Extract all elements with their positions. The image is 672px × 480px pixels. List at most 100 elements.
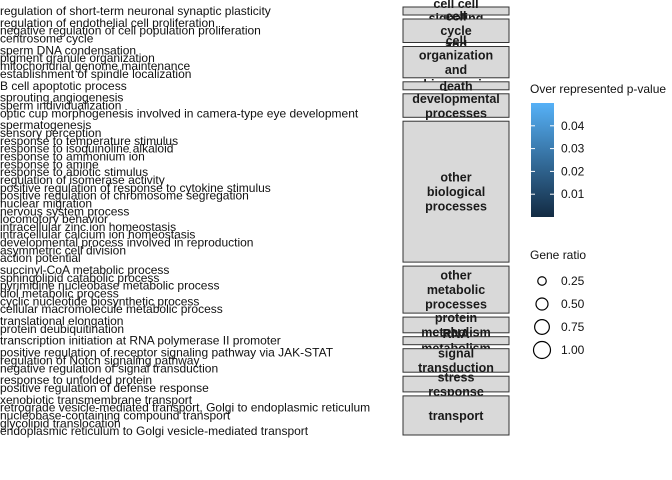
facet-strip-label: cycle [440,24,471,38]
color-tick-label: 0.02 [561,164,585,178]
facet-strip-box [402,375,510,393]
color-tick-label: 0.04 [561,119,585,133]
go-term-label: positive regulation of receptor signalin… [0,346,334,360]
gene-ratio-circle [537,276,547,286]
facet-strip-label: protein [435,311,477,325]
facet-strip-label: death [439,79,472,93]
facet-strip-label: metabolic [427,283,485,297]
go-term-label: endoplasmic reticulum to Golgi vesicle-m… [0,424,309,438]
go-term-label: translational elongation [0,314,123,328]
facet-strip-label: cell [446,34,467,48]
go-term-label: sphingolipid catabolic process [0,271,159,285]
gene-ratio-label: 0.75 [561,320,585,334]
go-term-label: mitochondrial genome maintenance [0,59,190,73]
go-term-label: succinyl-CoA metabolic process [0,263,169,277]
go-term-label: developmental process involved in reprod… [0,236,253,250]
go-term-label: intracellular calcium ion homeostasis [0,228,195,242]
facet-strip-label: processes [425,200,487,214]
go-term-label: pigment granule organization [0,51,155,65]
facet-strip-box [402,18,510,43]
go-term-label: protein deubiquitination [0,322,124,336]
go-term-label: diol metabolic process [0,287,119,301]
go-term-label: nervous system process [0,204,129,218]
facet-strip-label: transduction [418,361,494,375]
facet-3: death [402,79,510,93]
go-term-label: centrosome cycle [0,32,94,46]
go-term-label: xenobiotic transmembrane transport [0,393,193,407]
go-term-label: response to temperature stimulus [0,134,178,148]
go-term-label: optic cup morphogenesis involved in came… [0,106,359,120]
facet-strip-box [402,348,510,373]
go-term-label: response to ammonium ion [0,150,145,164]
color-tick-label: 0.01 [561,187,585,201]
go-term-label: action potential [0,251,81,265]
facet-strip-box [402,93,510,118]
color-legend-title: Over represented p-value [530,82,666,96]
go-term-label: response to abiotic stimulus [0,165,148,179]
facet-strip-label: developmental [412,92,500,106]
gene-ratio-label: 0.25 [561,274,585,288]
go-term-label: sperm DNA condensation [0,43,136,57]
color-legend-bar [531,103,554,217]
go-term-label: regulation of endothelial cell prolifera… [0,16,215,30]
go-term-label: sprouting angiogenesis [0,91,123,105]
go-term-label: cellular macromolecule metabolic process [0,302,223,316]
go-term-label: glycolipid translocation [0,416,121,430]
go-term-label: nucleobase-containing compound transport [0,408,231,422]
color-tick-label: 0.03 [561,142,585,156]
facet-strip-label: transport [429,409,485,423]
facet-strip-box [402,81,510,91]
facet-strip-label: biological [427,185,485,199]
facet-strip-label: other [440,269,471,283]
go-term-label: positive regulation of chromosome segreg… [0,189,249,203]
facet-2: cellorganizationandbiogenesis [402,34,510,91]
gene-ratio-circle [534,319,550,335]
go-term-label: sperm individualization [0,99,121,113]
facet-strip-label: and [445,63,467,77]
go-term-label: pyrimidine nucleobase metabolic process [0,279,219,293]
size-legend-title: Gene ratio [530,248,586,262]
go-term-label: nuclear migration [0,196,92,210]
facet-strip-label: processes [425,298,487,312]
go-term-label: response to amine [0,157,99,171]
term-labels: regulation of short-term neuronal synapt… [0,4,370,438]
gene-ratio-circle [535,297,549,311]
go-term-label: establishment of spindle localization [0,67,191,81]
facet-strip-box [402,395,510,436]
facet-strip-box [402,120,510,263]
go-term-label: cyclic nucleotide biosynthetic process [0,294,199,308]
go-term-label: response to isoquinoline alkaloid [0,142,173,156]
go-term-label: sensory perception [0,126,101,140]
go-term-label: response to unfolded protein [0,373,152,387]
gene-ratio-label: 1.00 [561,343,585,357]
facet-strip-label: other [440,171,471,185]
go-term-label: regulation of Notch signaling pathway [0,354,199,368]
facet-strip-label: response [428,385,484,399]
facet-strip-label: stress [438,370,475,384]
facet-strip-label: cell [446,10,467,24]
go-term-label: asymmetric cell division [0,243,126,257]
facet-strip-box [402,336,510,346]
facet-strip-label: organization [419,48,493,62]
facet-strips: cell cellsignalingcellcycleandcellorgani… [402,0,510,436]
go-term-label: B cell apoptotic process [0,79,127,93]
facet-11: transport [402,395,510,436]
go-term-label: regulation of short-term neuronal synapt… [0,4,271,18]
go-term-label: spermatogenesis [0,118,91,132]
facet-strip-label: RNA [442,327,469,341]
go-term-label: positive regulation of response to cytok… [0,181,271,195]
facet-strip-label: cell cell [433,0,478,11]
gene-ratio-label: 0.50 [561,297,585,311]
go-term-label: locomotory behavior [0,212,108,226]
color-legend-ticks: 0.01 0.02 0.03 0.04 [531,119,585,201]
facet-strip-label: processes [425,106,487,120]
go-term-label: negative regulation of cell population p… [0,24,261,38]
go-term-label: regulation of isomerase activity [0,173,165,187]
